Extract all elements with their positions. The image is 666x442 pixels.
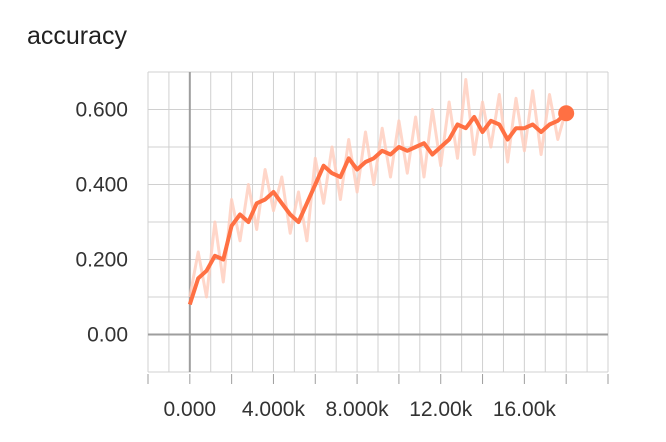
chart-title: accuracy [27, 22, 128, 50]
y-tick-label: 0.600 [75, 99, 128, 122]
y-tick-label: 0.200 [75, 249, 128, 272]
x-tick-label: 16.00k [493, 398, 557, 421]
x-tick-label: 0.000 [164, 398, 217, 421]
y-tick-label: 0.400 [75, 174, 128, 197]
x-tick-label: 4.000k [242, 398, 306, 421]
series-smoothed-line [187, 111, 568, 306]
x-tick-label: 8.000k [326, 398, 390, 421]
y-tick-label: 0.00 [87, 324, 128, 347]
series-end-marker[interactable] [558, 105, 575, 122]
x-tick-label: 12.00k [409, 398, 473, 421]
